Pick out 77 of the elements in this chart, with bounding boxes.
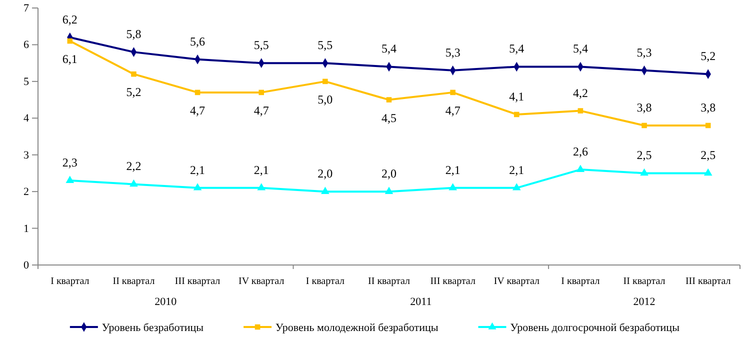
y-tick-label: 6: [24, 39, 30, 52]
data-label: 5,4: [509, 42, 524, 56]
x-tick-label: III квартал: [685, 276, 731, 288]
y-tick-label: 2: [24, 186, 29, 198]
data-label: 5,3: [636, 45, 652, 60]
legend-label: Уровень долгосрочной безработицы: [510, 322, 680, 334]
data-label: 2,0: [382, 166, 396, 181]
data-label: 4,2: [572, 86, 588, 100]
point: [131, 71, 136, 77]
data-label: 6,2: [62, 12, 78, 26]
point: [321, 186, 330, 194]
x-tick-label: III квартал: [430, 276, 476, 288]
data-label: 5,5: [254, 38, 269, 52]
data-label: 5,4: [572, 42, 588, 56]
point: [193, 183, 202, 190]
data-label: 2,3: [62, 156, 78, 170]
data-label: 4,7: [190, 103, 206, 118]
point: [448, 183, 457, 190]
y-tick-label: 3: [24, 149, 30, 162]
point: [642, 122, 647, 128]
data-label: 5,2: [126, 85, 142, 100]
data-label: 2,6: [572, 144, 588, 159]
data-label: 5,4: [382, 42, 396, 56]
x-tick-label: IV квартал: [494, 276, 540, 288]
x-tick-label: I квартал: [50, 276, 90, 288]
point: [130, 179, 138, 187]
x-tick-label: II квартал: [623, 276, 666, 288]
y-tick-label: 0: [24, 260, 30, 272]
point: [450, 90, 456, 96]
x-tick-label: I квартал: [561, 276, 600, 288]
x-tick-label: III квартал: [174, 276, 220, 288]
y-tick-label: 7: [24, 2, 30, 15]
y-tick-label: 1: [24, 222, 29, 235]
data-label: 5,6: [190, 34, 206, 48]
x-tick-label: II квартал: [368, 276, 410, 288]
point: [512, 183, 521, 190]
point: [384, 186, 394, 194]
point: [578, 108, 584, 114]
data-label: 2,0: [318, 166, 333, 181]
point: [257, 183, 266, 190]
data-label: 2,5: [700, 148, 716, 162]
data-label: 6,1: [62, 52, 78, 66]
data-label: 2,1: [190, 162, 206, 177]
legend-label: Уровень безработицы: [102, 322, 204, 334]
data-label: 2,2: [126, 159, 142, 174]
data-label: 3,8: [700, 100, 716, 114]
point: [704, 168, 712, 176]
y-tick-label: 4: [24, 112, 30, 125]
x-tick-label: II квартал: [112, 276, 155, 288]
point: [576, 164, 585, 172]
data-label: 5,5: [318, 38, 333, 52]
text: 2012: [633, 296, 656, 308]
x-tick-label: IV квартал: [238, 276, 284, 288]
x-tick-label: I квартал: [306, 276, 344, 288]
data-label: 3,8: [636, 100, 652, 114]
data-label: 4,5: [382, 110, 396, 125]
data-label: 5,2: [700, 49, 716, 64]
point: [514, 112, 520, 118]
data-label: 5,8: [126, 27, 142, 42]
text: 2011: [410, 296, 432, 308]
text: 2010: [154, 296, 178, 308]
data-label: 4,1: [509, 89, 524, 104]
point: [640, 168, 648, 176]
data-label: 5,3: [445, 45, 460, 60]
point: [258, 90, 264, 96]
y-tick-label: 5: [24, 76, 30, 88]
point: [322, 78, 328, 84]
point: [386, 97, 392, 102]
data-label: 2,1: [445, 162, 460, 177]
data-label: 2,1: [509, 162, 524, 177]
legend-label: Уровень молодежной безработицы: [276, 322, 439, 334]
data-label: 2,5: [636, 148, 652, 162]
data-label: 4,7: [254, 103, 269, 118]
point: [66, 176, 74, 183]
data-label: 5,0: [318, 92, 333, 106]
data-label: 4,7: [445, 103, 460, 118]
data-label: 2,1: [254, 162, 269, 177]
